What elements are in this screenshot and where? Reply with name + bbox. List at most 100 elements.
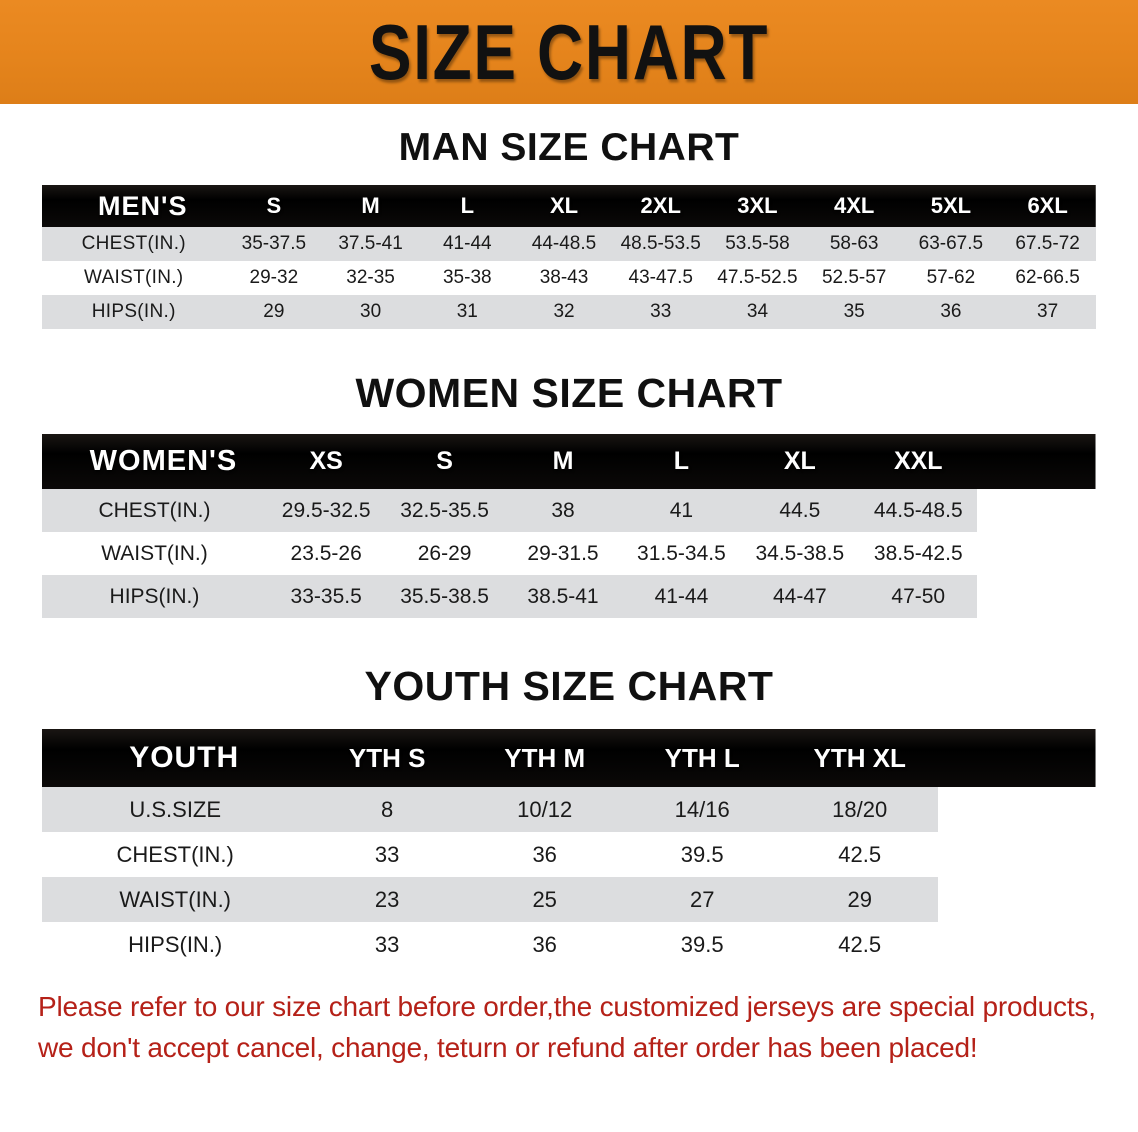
women-row-label: WAIST(IN.)	[42, 532, 267, 575]
youth-cell: 42.5	[780, 922, 939, 967]
women-cell-empty	[977, 575, 1096, 618]
women-column-header: XL	[783, 447, 816, 475]
women-table-body: CHEST(IN.) 29.5-32.5 32.5-35.5 38 41 44.5 44.5…	[42, 489, 1096, 618]
man-column-header: M	[361, 193, 380, 218]
women-section-title: WOMEN SIZE CHART	[355, 370, 783, 416]
man-row-label: HIPS(IN.)	[42, 295, 226, 329]
women-cell: 44-47	[740, 575, 860, 618]
table-row: U.S.SIZE 8 10/12 14/16 18/20	[42, 787, 1096, 832]
women-cell: 44.5-48.5	[859, 489, 978, 532]
youth-column-header: YTH L	[664, 742, 740, 773]
women-cell: 23.5-26	[266, 532, 386, 575]
man-cell: 58-63	[805, 227, 903, 261]
youth-header-label: YOUTH	[129, 741, 240, 774]
man-cell: 35	[805, 295, 903, 329]
women-cell: 47-50	[859, 575, 978, 618]
youth-cell: 27	[623, 877, 781, 922]
women-cell: 26-29	[385, 532, 504, 575]
youth-row-label: CHEST(IN.)	[42, 832, 309, 877]
women-table-head: WOMEN'S XS S M L XL XXL	[42, 434, 1096, 489]
man-row-label: CHEST(IN.)	[42, 227, 226, 261]
man-cell: 29	[225, 295, 323, 329]
man-cell: 37	[999, 295, 1096, 329]
women-header-row: WOMEN'S XS S M L XL XXL	[42, 434, 1096, 489]
youth-row-label: HIPS(IN.)	[42, 922, 309, 967]
women-column-header: S	[436, 447, 453, 475]
table-row: WAIST(IN.) 23.5-26 26-29 29-31.5 31.5-34.5 34…	[42, 532, 1096, 575]
policy-note-line-2: we don't accept cancel, change, teturn o…	[38, 1031, 978, 1063]
man-cell: 30	[322, 295, 419, 329]
man-cell: 62-66.5	[999, 261, 1096, 295]
man-cell: 35-38	[418, 261, 516, 295]
youth-table-body: U.S.SIZE 8 10/12 14/16 18/20 CHEST(IN.) 33 36 39…	[42, 787, 1096, 967]
youth-cell: 36	[465, 832, 624, 877]
women-row-label: CHEST(IN.)	[42, 489, 267, 532]
policy-note-line-1: Please refer to our size chart before or…	[38, 991, 1096, 1022]
youth-cell: 33	[308, 922, 466, 967]
table-row: CHEST(IN.) 29.5-32.5 32.5-35.5 38 41 44.5 44.5…	[42, 489, 1096, 532]
women-cell-empty	[977, 532, 1096, 575]
man-header-label: MEN'S	[98, 190, 188, 221]
man-column-header: XL	[549, 193, 579, 218]
youth-cell: 29	[780, 877, 939, 922]
man-column-header: 6XL	[1027, 193, 1068, 218]
table-row: WAIST(IN.) 23 25 27 29	[42, 877, 1096, 922]
man-cell: 35-37.5	[225, 227, 323, 261]
man-cell: 53.5-58	[709, 227, 806, 261]
women-cell: 31.5-34.5	[622, 532, 741, 575]
youth-cell: 14/16	[623, 787, 781, 832]
youth-cell: 23	[308, 877, 466, 922]
man-cell: 33	[612, 295, 710, 329]
man-cell: 63-67.5	[902, 227, 1000, 261]
women-column-header: XXL	[893, 447, 943, 475]
man-header-row: MEN'S S M L XL 2XL 3XL 4XL 5XL 6XL	[42, 185, 1096, 227]
man-cell: 52.5-57	[805, 261, 903, 295]
women-cell: 38.5-42.5	[859, 532, 978, 575]
women-column-header: M	[552, 447, 574, 475]
man-cell: 37.5-41	[322, 227, 419, 261]
youth-cell: 8	[308, 787, 466, 832]
page-banner: SIZE CHART	[0, 0, 1138, 104]
man-cell: 36	[902, 295, 1000, 329]
man-cell: 38-43	[515, 261, 613, 295]
man-cell: 34	[709, 295, 806, 329]
table-row: WAIST(IN.) 29-32 32-35 35-38 38-43 43-47.5 47.…	[42, 261, 1096, 295]
youth-cell: 10/12	[465, 787, 624, 832]
youth-column-header-empty	[938, 729, 1096, 787]
youth-size-table: YOUTH YTH S YTH M YTH L YTH XL U.S.SIZE 8 10/1…	[42, 729, 1096, 967]
man-table-head: MEN'S S M L XL 2XL 3XL 4XL 5XL 6XL	[42, 185, 1096, 227]
youth-column-header: YTH XL	[813, 742, 906, 773]
man-cell: 47.5-52.5	[709, 261, 806, 295]
youth-section-title: YOUTH SIZE CHART	[364, 663, 774, 709]
table-row: HIPS(IN.) 33-35.5 35.5-38.5 38.5-41 41-44 44-…	[42, 575, 1096, 618]
man-column-header: S	[266, 193, 282, 218]
man-cell: 31	[418, 295, 516, 329]
women-column-header: L	[673, 447, 690, 475]
man-cell: 32-35	[322, 261, 419, 295]
man-column-header: L	[460, 193, 475, 218]
man-column-header: 3XL	[737, 193, 778, 218]
table-row: CHEST(IN.) 35-37.5 37.5-41 41-44 44-48.5 48.5…	[42, 227, 1096, 261]
women-column-header: XS	[309, 447, 343, 475]
youth-column-header: YTH S	[348, 742, 426, 773]
women-cell: 41-44	[622, 575, 741, 618]
youth-cell: 39.5	[623, 832, 781, 877]
man-cell: 32	[515, 295, 613, 329]
man-table-wrap: MEN'S S M L XL 2XL 3XL 4XL 5XL 6XL CHEST(IN.) 35-3…	[42, 185, 1096, 329]
man-table-body: CHEST(IN.) 35-37.5 37.5-41 41-44 44-48.5 48.5…	[42, 227, 1096, 329]
table-row: HIPS(IN.) 29 30 31 32 33 34 35 36 37	[42, 295, 1096, 329]
man-section-title: MAN SIZE CHART	[398, 126, 740, 169]
policy-note: Please refer to our size chart before or…	[38, 987, 1100, 1068]
man-cell: 43-47.5	[612, 261, 710, 295]
man-column-header: 4XL	[833, 193, 875, 218]
women-cell: 34.5-38.5	[740, 532, 860, 575]
youth-cell-empty	[938, 877, 1096, 922]
youth-cell-empty	[938, 832, 1096, 877]
youth-row-label: WAIST(IN.)	[42, 877, 309, 922]
man-cell: 44-48.5	[515, 227, 613, 261]
women-cell: 29-31.5	[503, 532, 623, 575]
women-cell-empty	[977, 489, 1096, 532]
man-column-header: 2XL	[640, 193, 681, 218]
women-cell: 32.5-35.5	[385, 489, 504, 532]
youth-row-label: U.S.SIZE	[42, 787, 309, 832]
